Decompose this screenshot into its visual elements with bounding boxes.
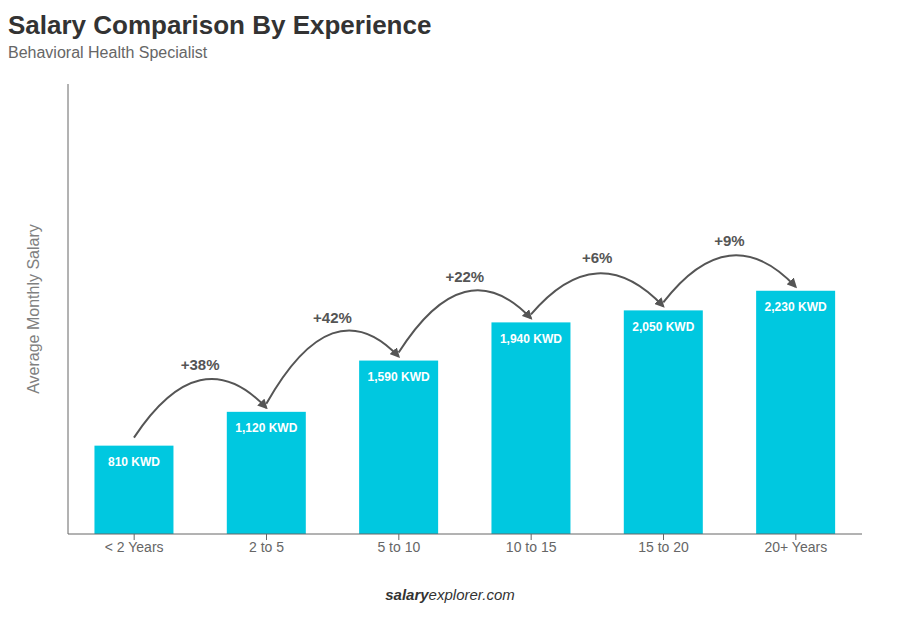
svg-text:+9%: +9%: [714, 232, 744, 249]
html-text:salary explorer.com: salary explorer.com: [385, 586, 515, 603]
svg-text:+22%: +22%: [445, 268, 484, 285]
svg-text:+38%: +38%: [181, 356, 220, 373]
svg-text:Average Monthly Salary: Average Monthly Salary: [25, 224, 42, 394]
svg-text:20+ Years: 20+ Years: [764, 539, 827, 555]
html-text:Behavioral Health Specialist: Behavioral Health Specialist: [8, 44, 208, 61]
svg-text:2,050 KWD: 2,050 KWD: [632, 320, 694, 334]
svg-text:< 2 Years: < 2 Years: [105, 539, 164, 555]
html-text:Salary Comparison By Experienc: Salary Comparison By Experience: [8, 10, 432, 40]
svg-text:2,230 KWD: 2,230 KWD: [765, 300, 827, 314]
svg-text:1,590 KWD: 1,590 KWD: [368, 370, 430, 384]
svg-text:+42%: +42%: [313, 309, 352, 326]
svg-text:15 to 20: 15 to 20: [638, 539, 689, 555]
svg-text:2 to 5: 2 to 5: [249, 539, 284, 555]
svg-text:5 to 10: 5 to 10: [377, 539, 420, 555]
svg-text:1,940 KWD: 1,940 KWD: [500, 332, 562, 346]
svg-text:+6%: +6%: [582, 249, 612, 266]
svg-text:810 KWD: 810 KWD: [108, 455, 160, 469]
svg-text:10 to 15: 10 to 15: [506, 539, 557, 555]
svg-text:1,120 KWD: 1,120 KWD: [235, 421, 297, 435]
